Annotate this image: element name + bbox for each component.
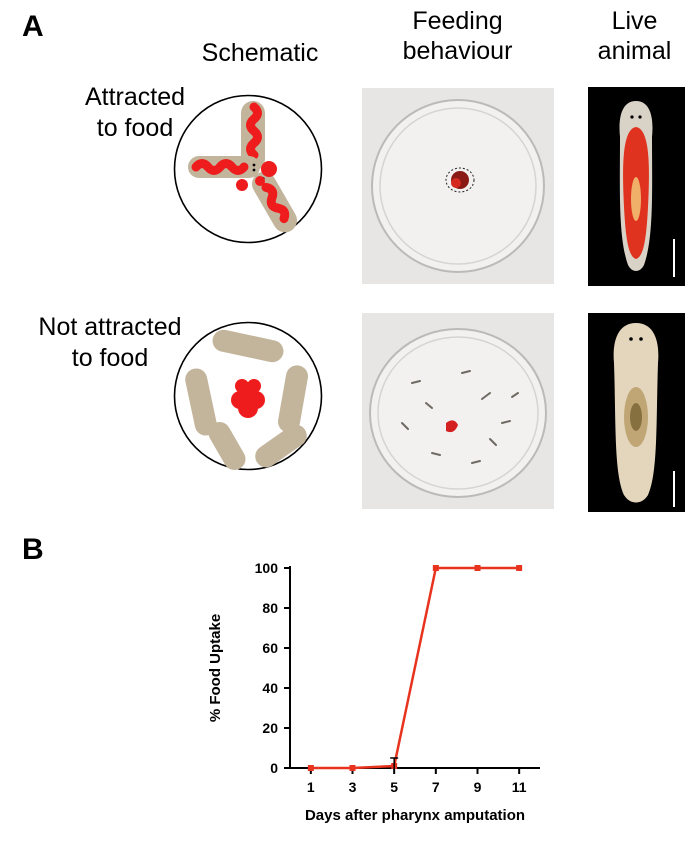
x-axis-label: Days after pharynx amputation: [305, 807, 525, 824]
series-line: [310, 566, 520, 770]
worm-left: [188, 156, 260, 178]
schematic-attracted: [173, 94, 323, 244]
x-tick-label: 7: [432, 779, 440, 795]
column-heading-live-line2: animal: [597, 37, 672, 65]
column-heading-live: Live animal: [582, 6, 687, 66]
schematic-not-attracted: [173, 321, 323, 471]
data-point: [307, 765, 314, 771]
x-tick-label: 3: [349, 779, 357, 795]
x-tick-label: 5: [390, 779, 398, 795]
y-tick-label: 40: [262, 680, 278, 696]
worm-bottom-left: [208, 422, 246, 470]
column-heading-schematic-text: Schematic: [201, 39, 319, 67]
worm-bottom-right: [255, 424, 307, 468]
panel-a-letter: A: [22, 10, 44, 43]
food-cluster-center: [231, 379, 265, 418]
data-point: [474, 565, 481, 571]
feeding-photo-attracted: [362, 88, 554, 284]
column-heading-feeding: Feeding behaviour: [370, 6, 545, 66]
x-tick-label: 11: [512, 779, 527, 795]
food-uptake-chart: 0 20 40 60 80 100 1 3 5 7 9 11 Days after pharynx am…: [207, 560, 540, 824]
feeding-photo-not-attracted: [362, 313, 554, 509]
data-point: [349, 765, 356, 771]
live-animal-photo-fed: [588, 87, 685, 286]
y-tick-label: 100: [255, 560, 279, 576]
row-label-not-attracted-line1: Not attracted: [38, 313, 182, 341]
column-heading-live-line1: Live: [611, 7, 658, 35]
row-label-not-attracted: Not attracted to food: [20, 312, 200, 374]
worm-right: [278, 365, 308, 433]
food-cluster-attracted: [236, 161, 277, 191]
panel-b-letter: B: [22, 533, 44, 566]
data-point: [516, 565, 523, 571]
live-animal-photo-unfed: [588, 313, 685, 512]
y-axis-label: % Food Uptake: [207, 614, 224, 722]
y-tick-label: 20: [262, 720, 278, 736]
column-heading-schematic: Schematic: [180, 38, 340, 68]
row-label-attracted-line1: Attracted: [84, 83, 186, 111]
data-point: [432, 565, 439, 571]
row-label-not-attracted-line2: to food: [71, 344, 149, 372]
worm-left: [185, 368, 217, 436]
x-tick-label: 1: [307, 779, 315, 795]
x-tick-label: 9: [474, 779, 482, 795]
row-label-attracted-line2: to food: [96, 114, 174, 142]
column-heading-feeding-line2: behaviour: [402, 37, 513, 65]
y-tick-label: 0: [270, 760, 278, 776]
y-tick-label: 60: [262, 640, 278, 656]
row-label-attracted: Attracted to food: [50, 82, 220, 144]
column-heading-feeding-line1: Feeding: [412, 7, 503, 35]
worm-top: [212, 329, 284, 363]
y-tick-label: 80: [262, 600, 278, 616]
